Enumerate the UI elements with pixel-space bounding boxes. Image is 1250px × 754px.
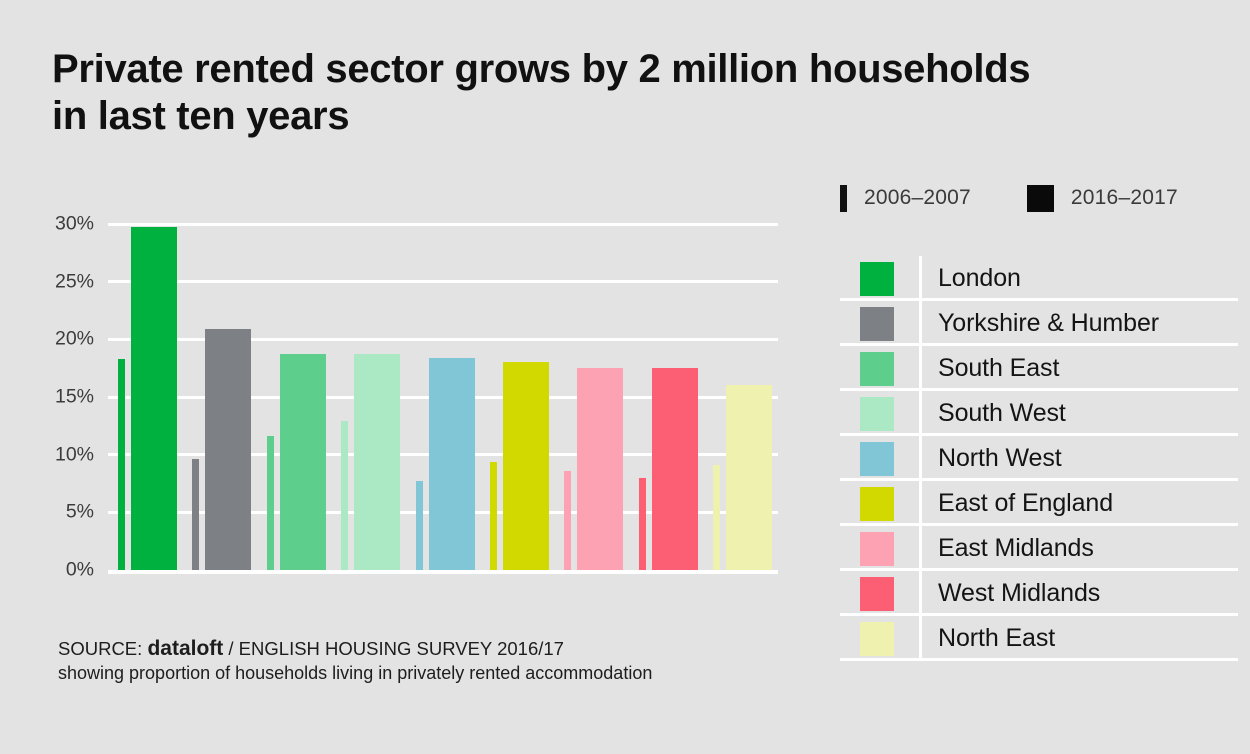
source-note: SOURCE: dataloft / ENGLISH HOUSING SURVE… (58, 637, 788, 685)
bar-group (108, 224, 778, 570)
legend-color-swatch (860, 621, 894, 656)
year-key-item: 2016–2017 (1026, 184, 1178, 212)
gridline (108, 280, 778, 284)
thin-bar-swatch (840, 184, 847, 212)
bar-yorkshire-humber-2016-2017 (205, 328, 252, 570)
bar-south-east-2016-2017 (279, 354, 326, 570)
legend-item-label: West Midlands (938, 579, 1101, 607)
source-prefix: SOURCE: (58, 638, 148, 659)
legend-item-london[interactable]: London (840, 256, 1238, 301)
bar-group (108, 224, 778, 570)
legend-color-swatch (860, 441, 894, 476)
bar-london-2016-2017 (130, 227, 177, 570)
source-brand: dataloft (147, 637, 224, 660)
bar-east-of-england-2016-2017 (502, 362, 549, 570)
bar-south-west-2006-2007 (341, 421, 349, 570)
bar-north-west-2016-2017 (428, 357, 475, 570)
legend-divider (919, 301, 922, 346)
legend-divider (919, 436, 922, 481)
plot-area (108, 222, 778, 574)
legend-item-label: South West (938, 399, 1066, 427)
legend-item-east-of-england[interactable]: East of England (840, 481, 1238, 526)
y-axis-tick-label: 15% (54, 385, 94, 408)
legend-divider (919, 346, 922, 391)
legend-divider (919, 526, 922, 571)
source-suffix: / ENGLISH HOUSING SURVEY 2016/17 (223, 638, 564, 659)
year-key-label: 2016–2017 (1070, 186, 1178, 209)
legend-item-label: London (938, 264, 1021, 292)
bar-east-midlands-2016-2017 (577, 368, 624, 570)
legend-divider (919, 256, 922, 301)
bar-group (108, 224, 778, 570)
y-axis-tick-label: 10% (54, 443, 94, 466)
legend-item-west-midlands[interactable]: West Midlands (840, 571, 1238, 616)
bar-london-2006-2007 (117, 358, 125, 570)
legend-item-label: East of England (938, 489, 1114, 517)
bar-south-west-2016-2017 (354, 354, 401, 570)
legend-item-north-west[interactable]: North West (840, 436, 1238, 481)
legend-color-swatch (860, 351, 894, 386)
gridline (108, 222, 778, 226)
bar-east-of-england-2006-2007 (489, 461, 497, 570)
title-line-2: in last ten years (52, 94, 350, 138)
thick-square-swatch (1026, 184, 1054, 212)
y-axis-tick-label: 25% (54, 270, 94, 293)
source-line: SOURCE: dataloft / ENGLISH HOUSING SURVE… (58, 637, 788, 661)
legend-item-south-west[interactable]: South West (840, 391, 1238, 436)
bar-east-midlands-2006-2007 (564, 470, 572, 570)
legend-item-label: Yorkshire & Humber (938, 309, 1159, 337)
legend-item-label: East Midlands (938, 534, 1094, 562)
bar-group (108, 224, 778, 570)
legend-color-swatch (860, 531, 894, 566)
y-axis-tick-label: 0% (65, 558, 94, 581)
legend-item-south-east[interactable]: South East (840, 346, 1238, 391)
bar-group (108, 224, 778, 570)
legend-panel: 2006–2007 2016–2017 London Yorkshire & Hum… (820, 0, 1250, 754)
page-title: Private rented sector grows by 2 million… (52, 46, 1172, 140)
title-line-1: Private rented sector grows by 2 million… (52, 47, 1031, 91)
bar-group (108, 224, 778, 570)
year-key-legend: 2006–2007 2016–2017 (840, 183, 1234, 213)
bar-west-midlands-2006-2007 (638, 477, 646, 570)
y-axis-tick-label: 20% (54, 327, 94, 350)
bar-west-midlands-2016-2017 (651, 368, 698, 570)
legend-color-swatch (860, 486, 894, 521)
y-axis-tick-label: 30% (54, 212, 94, 235)
bar-north-east-2016-2017 (726, 385, 773, 570)
y-axis-tick-label: 5% (65, 500, 94, 523)
region-legend-list: London Yorkshire & Humber South East South … (840, 256, 1238, 661)
legend-color-swatch (860, 396, 894, 431)
legend-divider (919, 571, 922, 616)
legend-color-swatch (860, 261, 894, 296)
x-axis-baseline (108, 570, 778, 574)
bar-south-east-2006-2007 (266, 436, 274, 570)
source-description: showing proportion of households living … (58, 663, 653, 683)
bar-group (108, 224, 778, 570)
bar-north-west-2006-2007 (415, 481, 423, 570)
bar-yorkshire-humber-2006-2007 (192, 459, 200, 570)
year-key-label: 2006–2007 (864, 186, 971, 209)
bar-group (108, 224, 778, 570)
legend-color-swatch (860, 306, 894, 341)
legend-item-east-midlands[interactable]: East Midlands (840, 526, 1238, 571)
legend-divider (919, 481, 922, 526)
gridline (108, 337, 778, 341)
legend-divider (919, 391, 922, 436)
year-key-item: 2006–2007 (840, 184, 971, 212)
bar-north-east-2006-2007 (713, 465, 721, 570)
legend-item-yorkshire-humber[interactable]: Yorkshire & Humber (840, 301, 1238, 346)
legend-color-swatch (860, 576, 894, 611)
legend-divider (919, 616, 922, 661)
legend-item-label: North East (938, 624, 1056, 652)
bar-chart: 0% 5% 10% 15% 20% 25% 30% (54, 212, 778, 581)
bar-group (108, 224, 778, 570)
legend-item-label: North West (938, 444, 1062, 472)
legend-item-label: South East (938, 354, 1060, 382)
legend-item-north-east[interactable]: North East (840, 616, 1238, 661)
